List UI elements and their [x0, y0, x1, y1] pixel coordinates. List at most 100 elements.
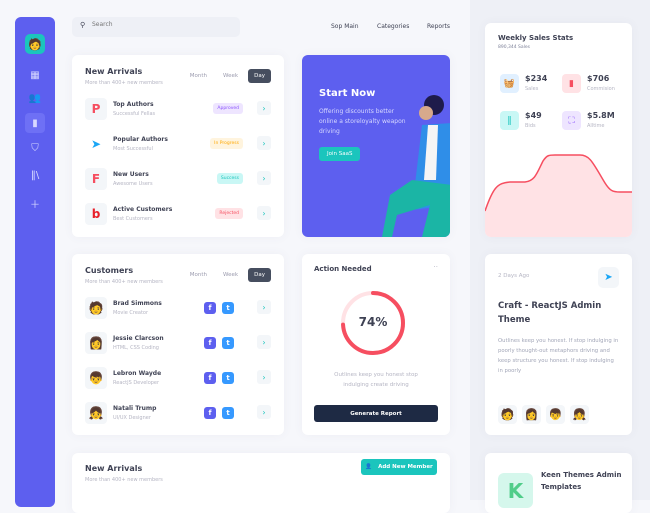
file-plus-icon[interactable]: ＋	[30, 199, 40, 211]
avatar[interactable]: 👧	[570, 405, 589, 424]
weekly-sales-card: Weekly Sales Stats 890,344 Sales 🧺 $234 …	[485, 23, 632, 237]
customer-role: ReactJS Developer	[113, 380, 160, 386]
keen-logo-icon: K	[498, 473, 533, 508]
tab-week[interactable]: Week	[223, 73, 239, 79]
craft-card: 2 Days Ago ➤ Craft - ReactJS Admin Theme…	[485, 254, 632, 435]
add-user-icon: 👤	[365, 464, 373, 470]
customer-row: 👦 Lebron Wayde ReactJS Developer f t ›	[85, 367, 271, 391]
chart-icon[interactable]: ▮	[25, 113, 45, 133]
avatar[interactable]: 👩	[522, 405, 541, 424]
action-needed-card: Action Needed ·· 74% Outlines keep you h…	[302, 254, 450, 435]
list-item: P Top Authors Successful Fellas Approved…	[85, 98, 271, 122]
twitter-icon[interactable]: t	[222, 337, 234, 349]
arrow-right-button[interactable]: ›	[257, 136, 271, 150]
arrow-right-button[interactable]: ›	[257, 206, 271, 220]
promo-card: Start Now Offering discounts better onli…	[302, 55, 450, 237]
avatar: 👩	[85, 332, 107, 354]
card-title: Weekly Sales Stats	[498, 34, 574, 42]
join-saas-button[interactable]: Join SaaS	[319, 147, 361, 161]
customer-name: Jessie Clarcson	[113, 335, 164, 342]
card-title: New Arrivals	[85, 464, 143, 473]
customer-role: HTML, CSS Coding	[113, 345, 159, 351]
puzzle-logo-icon: F	[85, 168, 107, 190]
avatar[interactable]: 🧑	[25, 34, 45, 54]
customer-row: 🧑 Brad Simmons Movie Creator f t ›	[85, 297, 271, 321]
post-text: Outlines keep you honest. If stop indulg…	[498, 338, 619, 374]
progress-ring	[341, 291, 405, 355]
new-arrivals-card: New Arrivals More than 400+ new members …	[72, 55, 284, 237]
facebook-icon[interactable]: f	[204, 407, 216, 419]
progress-value: 74%	[358, 315, 388, 329]
nav-reports[interactable]: Reports	[427, 23, 451, 30]
paper-plane-icon: ➤	[598, 267, 619, 288]
twitter-icon[interactable]: t	[222, 407, 234, 419]
library-icon: ‖	[500, 111, 519, 130]
arrow-right-button[interactable]: ›	[257, 101, 271, 115]
brand-logo-icon: P	[85, 98, 107, 120]
arrow-right-button[interactable]: ›	[257, 405, 271, 419]
search-input[interactable]	[92, 21, 232, 28]
nav-categories[interactable]: Categories	[377, 23, 410, 30]
shield-icon[interactable]: ⛉	[31, 142, 39, 154]
customer-role: Movie Creator	[113, 310, 149, 316]
period-tabs: Month Week Day	[184, 268, 271, 282]
customers-card: Customers More than 400+ new members Mon…	[72, 254, 284, 435]
nav-sop-main[interactable]: Sop Main	[331, 23, 359, 30]
post-title[interactable]: Craft - ReactJS Admin Theme	[498, 301, 602, 325]
tab-week[interactable]: Week	[223, 272, 239, 278]
item-subtitle: Successful Fellas	[113, 111, 156, 117]
action-text: Outlines keep you honest stop indulging …	[334, 372, 418, 388]
promo-text: Offering discounts better online a store…	[319, 108, 406, 135]
card-subtitle: More than 400+ new members	[85, 279, 163, 285]
arrow-right-button[interactable]: ›	[257, 300, 271, 314]
list-item: b Active Customers Best Customers Reject…	[85, 203, 271, 227]
add-new-member-button[interactable]: 👤 Add New Member	[361, 459, 437, 475]
avatar: 🧑	[85, 297, 107, 319]
tab-month[interactable]: Month	[189, 272, 208, 278]
twitter-icon[interactable]: t	[222, 302, 234, 314]
item-subtitle: Best Customers	[113, 216, 153, 222]
avatar[interactable]: 👦	[546, 405, 565, 424]
tab-day[interactable]: Day	[248, 69, 271, 83]
generate-report-button[interactable]: Generate Report	[314, 405, 438, 422]
customer-role: UI/UX Designer	[113, 415, 151, 421]
customer-name: Lebron Wayde	[113, 370, 162, 377]
status-badge: In Progress	[210, 138, 243, 149]
search-bar[interactable]: ⚲	[72, 17, 240, 37]
stat-label: Commision	[587, 86, 615, 92]
add-new-member-label: Add New Member	[378, 464, 433, 470]
users-icon[interactable]: 👥	[28, 92, 42, 104]
new-arrivals-bottom-card: New Arrivals More than 400+ new members …	[72, 453, 450, 513]
sidebar: 🧑 ▦ 👥 ▮ ⛉ ‖\ ＋	[15, 17, 55, 507]
status-badge: Rejected	[215, 208, 243, 219]
facebook-icon[interactable]: f	[204, 302, 216, 314]
list-item: ➤ Popular Authors Most Successful In Pro…	[85, 133, 271, 157]
tab-month[interactable]: Month	[189, 73, 208, 79]
card-title: Customers	[85, 266, 134, 275]
arrow-right-button[interactable]: ›	[257, 370, 271, 384]
sales-area-chart	[485, 154, 632, 237]
item-title: Top Authors	[113, 101, 154, 108]
facebook-icon[interactable]: f	[204, 337, 216, 349]
avatar: 👧	[85, 402, 107, 424]
progress-arc	[341, 291, 405, 355]
tab-day[interactable]: Day	[248, 268, 271, 282]
grid-icon[interactable]: ▦	[30, 69, 40, 81]
arrow-right-button[interactable]: ›	[257, 171, 271, 185]
twitter-icon[interactable]: t	[222, 372, 234, 384]
item-title: New Users	[113, 171, 149, 178]
library-icon[interactable]: ‖\	[30, 169, 40, 181]
status-badge: Success	[216, 173, 243, 184]
item-subtitle: Awesome Users	[113, 181, 153, 187]
arrow-right-button[interactable]: ›	[257, 335, 271, 349]
customer-row: 👩 Jessie Clarcson HTML, CSS Coding f t ›	[85, 332, 271, 356]
facebook-icon[interactable]: f	[204, 372, 216, 384]
avatar[interactable]: 🧑	[498, 405, 517, 424]
item-subtitle: Most Successful	[113, 146, 153, 152]
card-subtitle: More than 400+ new members	[85, 477, 163, 483]
card-subtitle: More than 400+ new members	[85, 80, 163, 86]
customer-name: Brad Simmons	[113, 300, 162, 307]
more-options-icon[interactable]: ··	[433, 263, 438, 271]
keen-title[interactable]: Keen Themes Admin Templates	[541, 471, 622, 491]
bar-chart-icon: ▮	[562, 74, 581, 93]
